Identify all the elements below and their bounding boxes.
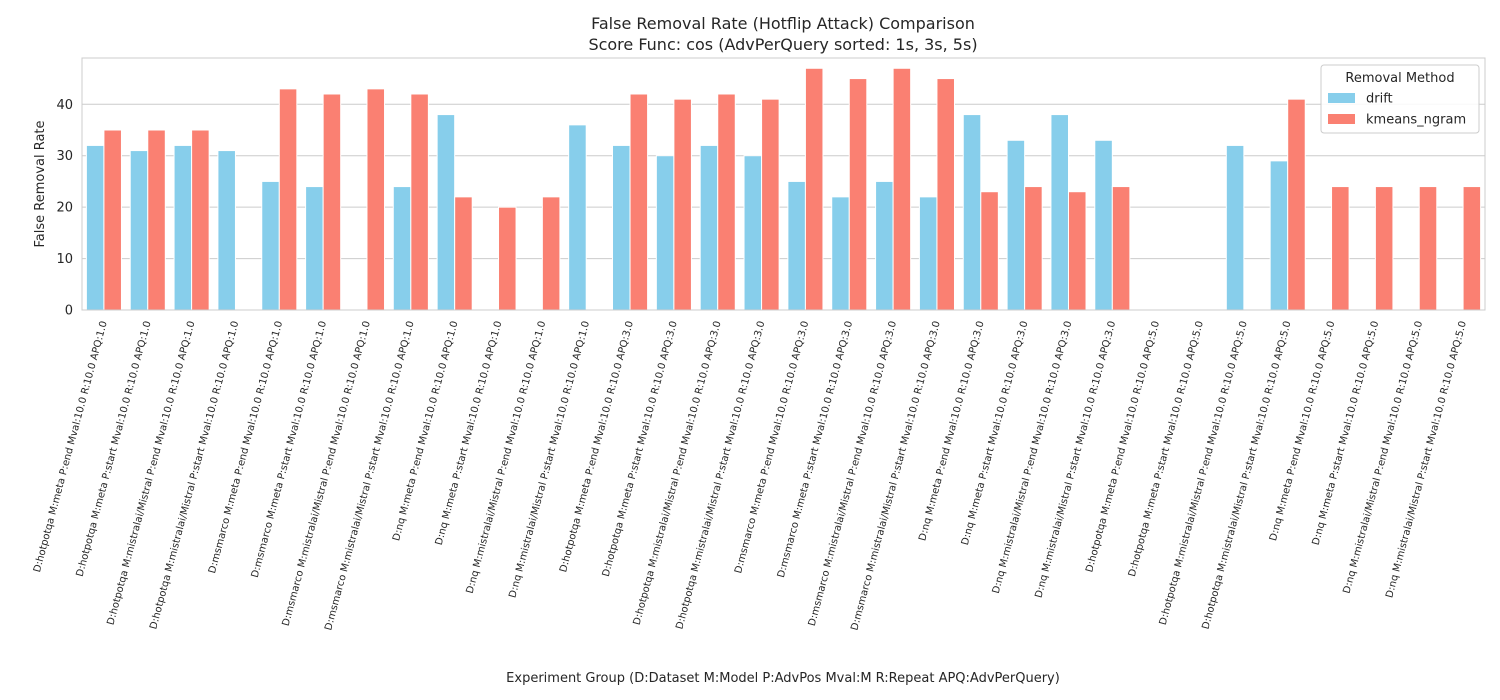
bar-kmeans-ngram: [454, 196, 473, 311]
legend: Removal Method drift kmeans_ngram: [1320, 64, 1480, 134]
bar-drift: [699, 144, 719, 311]
bar-drift: [305, 186, 324, 311]
x-tick-label: D:msmarco M:mistralai/Mistral P:start Mv…: [849, 320, 942, 632]
bar-kmeans-ngram: [278, 88, 298, 311]
bar-drift: [787, 180, 806, 311]
plot-frame: [81, 57, 1486, 311]
bar-drift: [129, 150, 149, 311]
x-tick-label: D:hotpotqa M:meta P:start Mval:10.0 R:10…: [75, 320, 154, 578]
bar-kmeans-ngram: [761, 98, 780, 311]
legend-swatch-kmeans-ngram: [1328, 114, 1355, 124]
bar-drift: [918, 196, 938, 311]
y-axis-label: False Removal Rate: [33, 120, 48, 247]
x-tick-label: D:msmarco M:meta P:start Mval:10.0 R:10.…: [250, 320, 329, 579]
bar-drift: [217, 150, 236, 311]
x-tick-label: D:nq M:mistralai/Mistral P:start Mval:10…: [1384, 320, 1469, 599]
bar-drift: [1050, 114, 1069, 311]
bar-kmeans-ngram: [147, 129, 166, 311]
bar-kmeans-ngram: [1462, 186, 1482, 311]
x-tick-label: D:nq M:mistralai/Mistral P:end Mval:10.0…: [465, 320, 549, 595]
y-tick-labels: 0 10 20 30 40: [56, 98, 73, 319]
bar-drift: [655, 155, 675, 311]
bar-kmeans-ngram: [410, 93, 429, 311]
x-tick-label: D:hotpotqa M:mistralai/Mistral P:end Mva…: [1158, 320, 1250, 626]
bar-drift: [568, 124, 587, 311]
bar-kmeans-ngram: [980, 191, 999, 311]
bar-kmeans-ngram: [629, 93, 649, 311]
bar-kmeans-ngram: [541, 196, 561, 311]
x-tick-label: D:msmarco M:mistralai/Mistral P:end Mval…: [281, 320, 373, 628]
bar-kmeans-ngram: [498, 206, 517, 311]
x-tick-label: D:msmarco M:mistralai/Mistral P:start Mv…: [323, 320, 416, 632]
x-axis-label: Experiment Group (D:Dataset M:Model P:Ad…: [506, 671, 1060, 686]
bar-drift: [261, 180, 280, 311]
bar-drift: [875, 180, 894, 311]
bar-kmeans-ngram: [1111, 186, 1131, 311]
bar-drift: [1225, 144, 1245, 311]
bar-drift: [743, 155, 763, 311]
y-tick-label: 20: [56, 201, 73, 216]
bar-drift: [1006, 139, 1026, 311]
x-tick-label: D:nq M:mistralai/Mistral P:end Mval:10.0…: [1342, 320, 1426, 595]
x-tick-label: D:hotpotqa M:mistralai/Mistral P:start M…: [674, 320, 767, 631]
bar-kmeans-ngram: [936, 78, 955, 311]
bar-kmeans-ngram: [1287, 98, 1306, 311]
bar-kmeans-ngram: [673, 98, 692, 311]
y-tick-label: 30: [56, 149, 73, 164]
bar-kmeans-ngram: [804, 67, 824, 311]
bar-kmeans-ngram: [322, 93, 342, 311]
bar-drift: [1094, 139, 1113, 311]
chart-title: False Removal Rate (Hotflip Attack) Comp…: [591, 14, 975, 33]
bar-drift: [831, 196, 850, 311]
y-tick-label: 40: [56, 98, 73, 113]
bar-kmeans-ngram: [848, 78, 868, 311]
bar-kmeans-ngram: [892, 67, 912, 311]
bar-drift: [85, 144, 105, 311]
bars: [85, 67, 1482, 311]
bar-drift: [173, 144, 193, 311]
x-tick-label: D:msmarco M:meta P:end Mval:10.0 R:10.0 …: [733, 320, 811, 575]
x-tick-label: D:nq M:mistralai/Mistral P:end Mval:10.0…: [991, 320, 1075, 595]
bar-drift: [436, 114, 456, 311]
bar-kmeans-ngram: [1331, 186, 1350, 311]
bar-drift: [612, 144, 631, 311]
bar-drift: [392, 186, 412, 311]
bar-drift: [962, 114, 982, 311]
bar-kmeans-ngram: [1418, 186, 1438, 311]
legend-box: [1320, 64, 1480, 134]
legend-label: drift: [1366, 92, 1393, 107]
bar-kmeans-ngram: [191, 129, 210, 311]
x-tick-label: D:msmarco M:meta P:end Mval:10.0 R:10.0 …: [207, 320, 285, 575]
y-tick-label: 0: [65, 304, 73, 319]
x-tick-label: D:nq M:mistralai/Mistral P:start Mval:10…: [507, 320, 592, 599]
x-tick-label: D:hotpotqa M:meta P:start Mval:10.0 R:10…: [601, 320, 680, 578]
bar-kmeans-ngram: [1024, 186, 1043, 311]
bar-kmeans-ngram: [717, 93, 736, 311]
x-tick-label: D:hotpotqa M:mistralai/Mistral P:end Mva…: [632, 320, 724, 626]
x-tick-label: D:hotpotqa M:mistralai/Mistral P:start M…: [1200, 320, 1293, 631]
x-tick-label: D:nq M:mistralai/Mistral P:start Mval:10…: [1034, 320, 1119, 599]
legend-title: Removal Method: [1345, 71, 1454, 86]
bar-drift: [1269, 160, 1289, 311]
x-tick-labels: D:hotpotqa M:meta P:end Mval:10.0 R:10.0…: [32, 320, 1469, 632]
bar-kmeans-ngram: [1374, 186, 1394, 311]
x-tick-label: D:hotpotqa M:meta P:start Mval:10.0 R:10…: [1127, 320, 1206, 578]
bar-kmeans-ngram: [366, 88, 386, 311]
x-tick-label: D:msmarco M:meta P:start Mval:10.0 R:10.…: [776, 320, 855, 579]
x-tick-label: D:hotpotqa M:mistralai/Mistral P:start M…: [148, 320, 241, 631]
x-tick-label: D:hotpotqa M:meta P:end Mval:10.0 R:10.0…: [1084, 320, 1162, 574]
x-tick-label: D:hotpotqa M:mistralai/Mistral P:end Mva…: [106, 320, 198, 626]
x-tick-label: D:hotpotqa M:meta P:end Mval:10.0 R:10.0…: [558, 320, 636, 574]
y-tick-label: 10: [56, 252, 73, 267]
legend-label: kmeans_ngram: [1366, 113, 1466, 128]
bar-kmeans-ngram: [1067, 191, 1087, 311]
chart-subtitle: Score Func: cos (AdvPerQuery sorted: 1s,…: [588, 35, 977, 54]
legend-swatch-drift: [1328, 93, 1355, 103]
bar-kmeans-ngram: [103, 129, 122, 311]
x-tick-label: D:hotpotqa M:meta P:end Mval:10.0 R:10.0…: [32, 320, 110, 574]
x-tick-label: D:msmarco M:mistralai/Mistral P:end Mval…: [807, 320, 899, 628]
